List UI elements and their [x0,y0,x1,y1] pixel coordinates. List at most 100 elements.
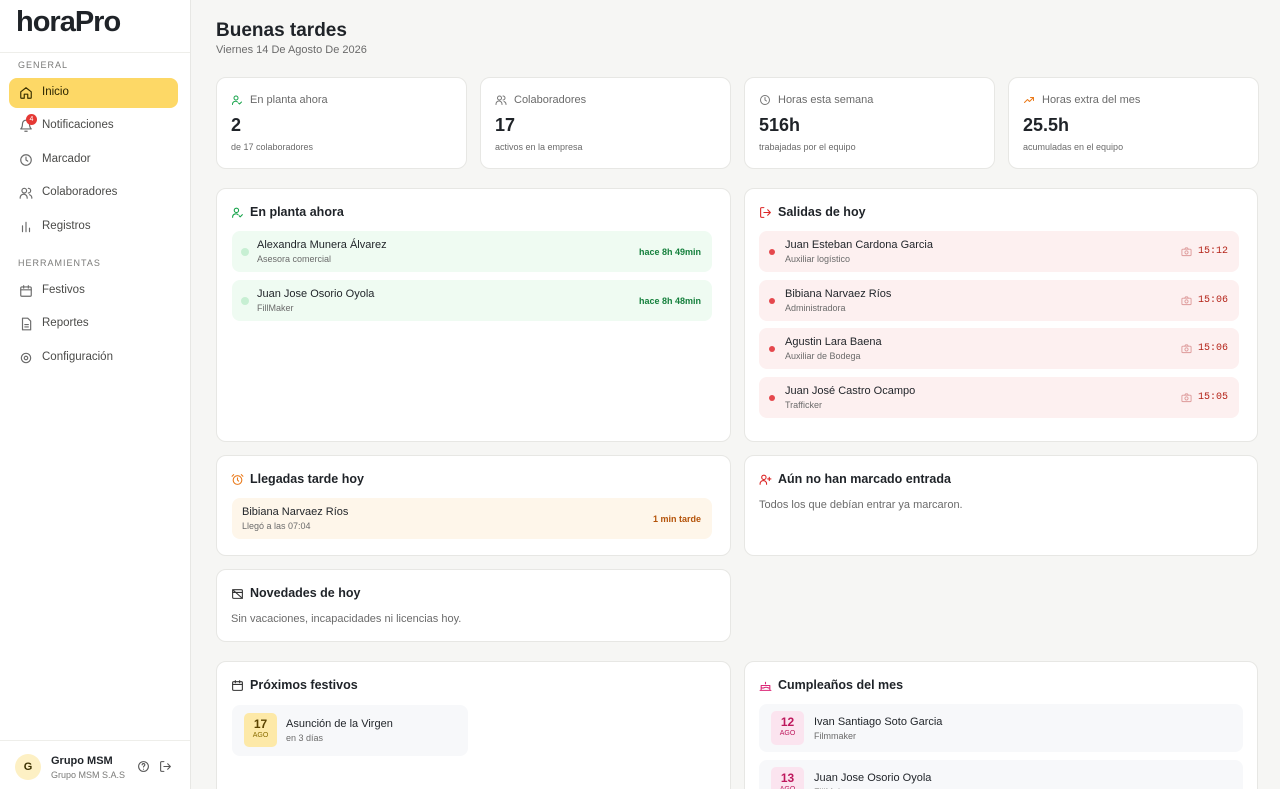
icon [495,95,507,105]
icon [1181,344,1192,354]
person-role: Trafficker [785,400,823,411]
stat-value: 17 [495,115,516,135]
exit-time: 15:06 [1197,294,1228,306]
status-dot [241,297,249,305]
stat-card [744,77,995,169]
icon [1181,247,1192,257]
date-box [771,767,804,789]
nav-active [9,77,178,108]
nav-item[interactable]: Inicio [42,85,69,98]
nav-item[interactable]: Registros [42,219,91,232]
person-name: Ivan Santiago Soto Garcia [814,716,943,728]
empty-text: Todos los que debían entrar ya marcaron. [759,499,963,511]
panel-title: Próximos festivos [250,678,358,692]
person-name: Alexandra Munera Álvarez [257,239,387,251]
icon [759,681,772,691]
date-day: 17 [253,717,268,731]
person-role: Administradora [785,302,846,313]
icon [20,284,32,297]
person-role: Asesora comercial [257,254,332,264]
icon [20,153,32,166]
stat-value: 2 [231,115,242,135]
nav-item[interactable]: Festivos [42,283,85,296]
person-name: Juan José Castro Ocampo [785,385,916,398]
icon [20,86,32,99]
exit-row [759,377,1239,419]
icon [232,95,242,105]
user-name: Grupo MSM [51,755,113,767]
stat-label: Colaboradores [514,94,587,106]
avatar: G [15,754,41,780]
nav-item[interactable]: Notificaciones [42,119,114,131]
date-day: 13 [780,771,795,785]
stat-card [1008,77,1259,169]
exit-row [759,231,1239,272]
exit-row [759,279,1239,321]
icon [1181,393,1192,403]
panel-title: En planta ahora [250,205,344,219]
person-name: Bibiana Narvaez Ríos [242,506,349,518]
person-role: Filmmaker [814,731,856,741]
icon [759,474,772,485]
since: hace 8h 49min [638,247,701,257]
icon [160,761,171,772]
nav-item[interactable]: Marcador [42,152,91,165]
icon [19,187,33,199]
birthday-row [759,704,1243,752]
presence-row [232,231,712,272]
stat-sub: de 17 colaboradores [231,142,314,152]
exit-time: 15:12 [1197,246,1228,257]
badge: 4 [26,114,37,125]
icon [231,474,244,485]
section-title: HERRAMIENTAS [18,258,101,268]
empty-text: Sin vacaciones, incapacidades ni licenci… [231,613,462,625]
person-name: Bibiana Narvaez Ríos [785,287,892,300]
page-date: Viernes 14 De Agosto De 2026 [216,44,367,56]
icon [21,221,31,232]
holiday-when: en 3 días [286,733,324,743]
nav-item[interactable]: Reportes [42,317,89,329]
icon [232,680,243,691]
panel-title: Novedades de hoy [250,586,361,600]
icon [1181,296,1192,305]
person-name: Agustin Lara Baena [785,336,882,349]
panel-title: Cumpleaños del mes [778,678,904,692]
date-box [244,713,277,747]
panel [744,455,1258,556]
person-role: Auxiliar logístico [785,254,851,264]
icon [760,95,770,105]
stat-card [216,77,467,169]
presence-row [232,280,712,321]
status-dot [769,395,775,402]
birthday-row [759,760,1243,789]
person-role: FillMaker [257,303,294,313]
panel [216,569,731,642]
divider [0,740,190,741]
logo: horaPro [16,6,121,38]
person-role: FillMaker [814,787,851,789]
person-name: Juan Jose Osorio Oyola [814,772,932,784]
section-title: GENERAL [18,60,69,70]
nav-item[interactable]: Colaboradores [42,186,118,198]
date-box [771,711,804,745]
date-day: 12 [780,715,795,729]
exit-time: 15:05 [1197,392,1228,404]
status-dot [769,346,775,353]
stat-sub: activos en la empresa [495,142,583,152]
icon [232,207,243,218]
stat-card [480,77,731,169]
delay: 1 min tarde [652,514,701,524]
date-month: AGO [779,730,796,737]
icon [21,317,32,331]
stat-sub: acumuladas en el equipo [1023,142,1124,152]
late-row [232,498,712,539]
holiday-name: Asunción de la Virgen [286,718,393,730]
stat-label: Horas extra del mes [1042,94,1141,106]
icon [138,761,149,772]
nav-item[interactable]: Configuración [42,350,113,363]
stat-value: 25.5h [1023,115,1070,135]
stat-sub: trabajadas por el equipo [759,142,856,152]
since: hace 8h 48min [638,296,701,306]
status-dot [769,249,775,255]
